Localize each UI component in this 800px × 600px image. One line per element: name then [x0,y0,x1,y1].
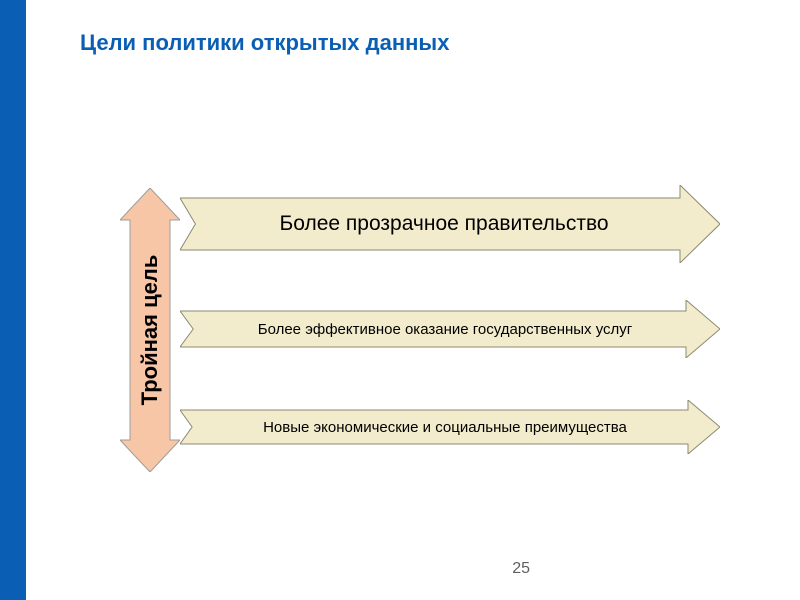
arrow-label: Более прозрачное правительство [212,198,676,250]
left-sidebar-stripe [0,0,26,600]
horizontal-arrow-1: Более эффективное оказание государственн… [180,300,720,358]
vertical-double-arrow: Тройная цель [120,188,180,472]
arrow-label: Более эффективное оказание государственн… [208,311,682,347]
horizontal-arrow-0: Более прозрачное правительство [180,185,720,263]
arrow-label: Новые экономические и социальные преимущ… [206,410,684,444]
slide-title: Цели политики открытых данных [80,30,449,56]
page-number: 25 [512,560,530,578]
vertical-arrow-label: Тройная цель [137,255,163,406]
horizontal-arrow-2: Новые экономические и социальные преимущ… [180,400,720,454]
